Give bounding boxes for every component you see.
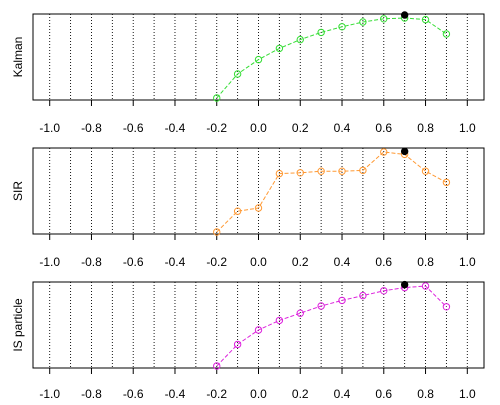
data-point xyxy=(380,287,388,295)
x-tick-label: -1.0 xyxy=(39,387,60,400)
x-tick-label: 0.0 xyxy=(250,255,267,269)
x-tick-label: -0.2 xyxy=(206,387,227,400)
series-line xyxy=(216,17,447,99)
x-tick-label: -0.4 xyxy=(165,255,186,269)
data-point xyxy=(359,166,367,175)
x-tick-label: 0.6 xyxy=(375,387,392,400)
x-tick-label: 0.2 xyxy=(292,255,309,269)
series-line xyxy=(216,151,447,233)
data-point xyxy=(338,167,346,175)
x-tick-label: -0.2 xyxy=(206,121,227,135)
data-point xyxy=(233,70,242,78)
y-axis-label: Kalman xyxy=(11,37,25,78)
highlight-point xyxy=(400,147,409,156)
data-point xyxy=(317,167,325,175)
highlight-point xyxy=(400,11,409,19)
data-point xyxy=(275,169,284,178)
data-point xyxy=(421,282,430,290)
data-point xyxy=(296,309,304,317)
data-point xyxy=(254,326,263,334)
data-point xyxy=(317,28,325,37)
data-point xyxy=(442,303,451,311)
x-tick-label: 0.4 xyxy=(334,121,351,135)
x-tick-label: -1.0 xyxy=(39,121,60,135)
x-tick-label: -0.8 xyxy=(81,121,102,135)
data-point xyxy=(442,178,451,187)
x-tick-label: 0.4 xyxy=(334,387,351,400)
data-point xyxy=(296,169,304,177)
data-point xyxy=(442,30,451,38)
data-point xyxy=(213,94,221,102)
x-tick-label: 1.0 xyxy=(459,387,476,400)
panel-3: -1.0 -0.8 -0.6 -0.4 -0.2 0.0 0.2 0.4 0.6 0.8 1.0 IS… xyxy=(11,280,485,401)
y-axis-label: IS particle xyxy=(11,298,25,352)
data-point xyxy=(213,362,221,370)
x-tick-label: -0.2 xyxy=(206,255,227,269)
x-tick-label: -0.6 xyxy=(123,387,144,400)
data-point xyxy=(254,55,263,64)
data-point xyxy=(275,316,284,325)
x-tick-label: 0.2 xyxy=(292,387,309,400)
data-point xyxy=(421,167,430,175)
data-point xyxy=(380,148,388,156)
data-point xyxy=(233,340,242,349)
data-point xyxy=(421,15,430,24)
data-point xyxy=(296,35,304,44)
x-tick-label: 0.2 xyxy=(292,121,309,135)
x-tick-label: -0.6 xyxy=(123,255,144,269)
x-tick-label: -0.8 xyxy=(81,387,102,400)
x-tick-label: 0.0 xyxy=(250,121,267,135)
x-tick-label: 0.4 xyxy=(334,255,351,269)
data-point xyxy=(380,15,388,23)
data-point xyxy=(254,204,263,212)
data-point xyxy=(233,207,242,215)
highlight-point xyxy=(400,280,409,289)
x-tick-label: 0.8 xyxy=(417,387,434,400)
x-tick-label: -0.4 xyxy=(165,121,186,135)
data-point xyxy=(338,296,346,305)
data-point xyxy=(338,23,346,31)
x-tick-label: -0.6 xyxy=(123,121,144,135)
x-tick-label: 0.8 xyxy=(417,255,434,269)
x-tick-label: 0.6 xyxy=(375,255,392,269)
panel-1: -1.0 -0.8 -0.6 -0.4 -0.2 0.0 0.2 0.4 0.6 0.8 1.0 Ka… xyxy=(11,11,485,135)
x-tick-label: 1.0 xyxy=(459,255,476,269)
data-point xyxy=(275,44,284,53)
data-point xyxy=(359,291,367,300)
x-tick-label: -0.4 xyxy=(165,387,186,400)
x-tick-label: 1.0 xyxy=(459,121,476,135)
y-axis-label: SIR xyxy=(11,181,25,201)
x-tick-label: 0.0 xyxy=(250,387,267,400)
data-point xyxy=(317,302,325,310)
x-tick-label: -0.8 xyxy=(81,255,102,269)
x-tick-label: 0.6 xyxy=(375,121,392,135)
x-tick-label: 0.8 xyxy=(417,121,434,135)
data-point xyxy=(359,18,367,26)
x-tick-label: -1.0 xyxy=(39,255,60,269)
data-point xyxy=(213,228,221,236)
panel-2: -1.0 -0.8 -0.6 -0.4 -0.2 0.0 0.2 0.4 0.6 0.8 1.0 SI… xyxy=(11,147,485,269)
series-line xyxy=(216,285,447,367)
